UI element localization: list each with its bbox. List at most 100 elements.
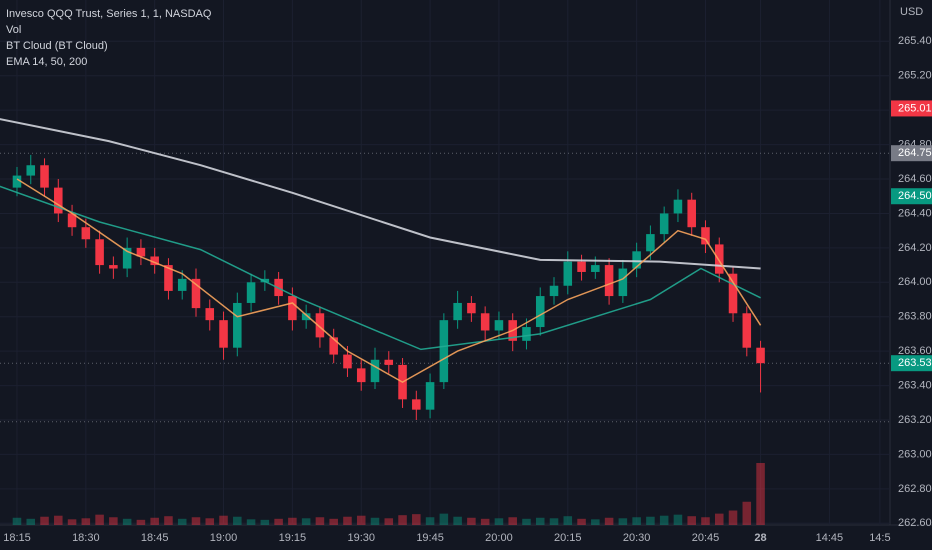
- candle-body: [425, 382, 435, 410]
- y-tick-label: 264.60: [898, 173, 932, 185]
- volume-bar: [701, 517, 710, 525]
- price-label-box: [891, 355, 932, 372]
- volume-bar: [329, 518, 338, 525]
- x-tick-label: 18:45: [141, 532, 169, 544]
- price-label-box: [891, 100, 932, 117]
- candle-body: [549, 285, 559, 297]
- candle-body: [687, 199, 696, 228]
- y-tick-label: 263.00: [898, 448, 932, 460]
- x-tick-label: 20:15: [554, 532, 582, 544]
- candle-body: [219, 320, 228, 348]
- candle-body: [67, 213, 77, 228]
- volume-bar: [659, 515, 669, 525]
- y-tick-label: 263.60: [898, 345, 932, 357]
- volume-bar: [177, 518, 187, 525]
- volume-bar: [756, 463, 765, 525]
- x-tick-label: 18:30: [72, 532, 100, 544]
- volume-bar: [439, 513, 449, 525]
- candle-body: [412, 399, 421, 410]
- candle-body: [467, 302, 476, 314]
- candle-body: [343, 354, 352, 369]
- volume-bar: [412, 514, 421, 525]
- volume-bar: [54, 515, 63, 525]
- volume-bar: [728, 510, 738, 525]
- candle-body: [356, 368, 366, 383]
- candle-body: [632, 251, 641, 269]
- x-tick-label: 28: [754, 532, 766, 544]
- candle-body: [370, 359, 380, 383]
- price-label: 264.75: [898, 147, 932, 159]
- indicator-label: BT Cloud (BT Cloud): [6, 40, 108, 52]
- price-label: 263.53: [898, 357, 932, 369]
- y-tick-label: 264.20: [898, 242, 932, 254]
- candle-body: [439, 320, 449, 383]
- indicator-label: EMA 14, 50, 200: [6, 56, 87, 68]
- candle-body: [522, 327, 531, 341]
- volume-bar: [577, 518, 586, 525]
- candle-body: [646, 234, 655, 252]
- candle-body: [714, 244, 724, 274]
- volume-bar: [632, 517, 641, 525]
- candle-body: [563, 261, 573, 286]
- volume-bar: [109, 517, 118, 525]
- x-tick-label: 19:45: [416, 532, 444, 544]
- candle-body: [122, 247, 132, 269]
- candle-body: [659, 213, 669, 235]
- volume-bar: [384, 518, 394, 525]
- volume-bar: [288, 517, 297, 525]
- volume-bar: [673, 514, 683, 525]
- volume-bar: [260, 519, 270, 525]
- candle-body: [150, 256, 159, 266]
- volume-bar: [315, 517, 325, 525]
- x-tick-label: 14:45: [816, 532, 844, 544]
- candle-body: [301, 313, 311, 321]
- candle-body: [535, 296, 545, 328]
- volume-bar: [356, 515, 366, 525]
- y-tick-label: 263.20: [898, 414, 932, 426]
- candle-body: [384, 359, 394, 365]
- ema-line: [0, 185, 761, 351]
- y-tick-label: 262.80: [898, 483, 932, 495]
- volume-bar: [535, 517, 545, 525]
- y-tick-label: 262.60: [898, 517, 932, 529]
- price-label: 264.50: [898, 190, 932, 202]
- x-tick-label: 18:15: [3, 532, 31, 544]
- candle-body: [329, 337, 338, 355]
- price-label-box: [891, 188, 932, 205]
- candle-body: [177, 278, 187, 291]
- volume-bar: [591, 519, 600, 525]
- candle-body: [756, 347, 765, 364]
- candle-body: [480, 313, 490, 331]
- volume-bar: [81, 518, 91, 525]
- x-tick-label: 14:5: [869, 532, 890, 544]
- volume-bar: [136, 519, 146, 525]
- candle-body: [136, 247, 146, 257]
- candle-body: [40, 165, 49, 188]
- candle-body: [109, 265, 118, 269]
- x-tick-label: 19:15: [279, 532, 307, 544]
- ema-line: [16, 178, 762, 383]
- x-tick-label: 20:00: [485, 532, 513, 544]
- candle-body: [604, 265, 614, 297]
- volume-bar: [122, 518, 132, 525]
- volume-bar: [522, 518, 531, 525]
- x-tick-label: 19:30: [347, 532, 375, 544]
- candle-body: [701, 227, 710, 245]
- volume-bar: [714, 513, 724, 525]
- volume-bar: [494, 518, 504, 525]
- price-label: 265.01: [898, 102, 932, 114]
- volume-bar: [67, 519, 77, 525]
- volume-bar: [246, 519, 256, 525]
- y-tick-label: 264.00: [898, 276, 932, 288]
- candle-body: [246, 282, 256, 303]
- candle-body: [205, 308, 215, 321]
- volume-bar: [563, 516, 573, 525]
- y-tick-label: 265.40: [898, 35, 932, 47]
- volume-bar: [205, 518, 215, 525]
- candle-body: [728, 273, 738, 314]
- candle-body: [494, 320, 504, 331]
- volume-bar: [480, 518, 490, 525]
- volume-bar: [40, 516, 49, 525]
- candle-body: [233, 302, 242, 348]
